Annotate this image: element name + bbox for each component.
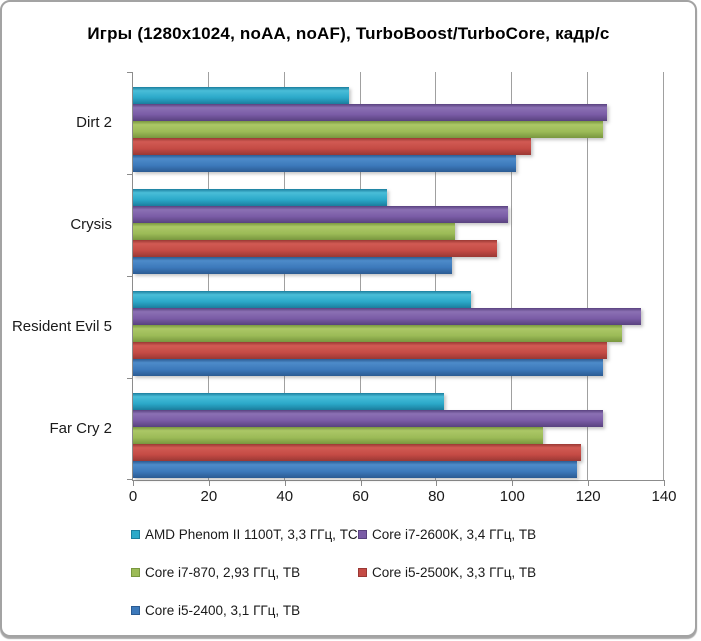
legend-item-1: Core i7-2600K, 3,4 ГГц, TB bbox=[358, 526, 601, 542]
bar-resident-evil-5-series-2 bbox=[133, 325, 623, 342]
bar-crysis-series-0 bbox=[133, 189, 388, 206]
category-label-resident-evil-5: Resident Evil 5 bbox=[11, 318, 112, 335]
chart-title: Игры (1280x1024, noAA, noAF), TurboBoost… bbox=[87, 24, 610, 43]
x-axis-tick-100 bbox=[512, 480, 514, 486]
x-tick-label-60: 60 bbox=[352, 488, 369, 505]
legend-label-4: Core i5-2400, 3,1 ГГц, TB bbox=[145, 602, 301, 618]
legend-label-1: Core i7-2600K, 3,4 ГГц, TB bbox=[372, 526, 537, 542]
x-tick-label-0: 0 bbox=[128, 488, 138, 505]
x-tick-label-100: 100 bbox=[499, 488, 525, 505]
bar-far-cry-2-series-4 bbox=[133, 461, 577, 478]
x-tick-label-140: 140 bbox=[651, 488, 677, 505]
category-label-far-cry-2: Far Cry 2 bbox=[49, 420, 112, 437]
x-axis-tick-80 bbox=[436, 480, 438, 486]
legend-swatch-4 bbox=[131, 605, 140, 615]
legend-swatch-1 bbox=[358, 529, 367, 539]
bar-resident-evil-5-series-3 bbox=[133, 342, 608, 359]
y-axis-tick-4 bbox=[127, 479, 133, 480]
plot-area: 0 20 40 60 80 100 120 140 bbox=[127, 72, 677, 505]
gridline-x-120 bbox=[587, 72, 589, 480]
x-tick-label-120: 120 bbox=[575, 488, 601, 505]
x-axis-tick-120 bbox=[588, 480, 590, 486]
bar-dirt-2-series-4 bbox=[133, 155, 517, 172]
x-axis-tick-20 bbox=[208, 480, 210, 486]
gridline-x-100 bbox=[511, 72, 513, 480]
bar-crysis-series-2 bbox=[133, 223, 456, 240]
legend-item-2: Core i7-870, 2,93 ГГц, TB bbox=[131, 564, 358, 580]
y-axis-tick-2 bbox=[127, 276, 133, 277]
bar-resident-evil-5-series-4 bbox=[133, 359, 604, 376]
legend-label-3: Core i5-2500K, 3,3 ГГц, TB bbox=[372, 564, 537, 580]
y-axis-tick-1 bbox=[127, 174, 133, 175]
bar-crysis-series-4 bbox=[133, 257, 452, 274]
gridline-x-40 bbox=[283, 72, 285, 480]
bar-dirt-2-series-1 bbox=[133, 104, 608, 121]
x-axis-tick-140 bbox=[664, 480, 665, 486]
bar-crysis-series-3 bbox=[133, 240, 498, 257]
bar-dirt-2-series-3 bbox=[133, 138, 532, 155]
bar-crysis-series-1 bbox=[133, 206, 509, 223]
bar-far-cry-2-series-1 bbox=[133, 410, 604, 427]
bar-dirt-2-series-2 bbox=[133, 121, 604, 138]
x-tick-label-20: 20 bbox=[200, 488, 218, 505]
x-axis-tick-60 bbox=[360, 480, 362, 486]
y-axis-tick-0 bbox=[127, 72, 133, 73]
legend-item-0: AMD Phenom II 1100T, 3,3 ГГц, TC bbox=[131, 526, 358, 542]
legend: AMD Phenom II 1100T, 3,3 ГГц, TC Core i7-… bbox=[131, 526, 601, 618]
x-axis-tick-0 bbox=[133, 480, 134, 486]
gridline-x-140 bbox=[663, 72, 664, 480]
legend-swatch-0 bbox=[131, 529, 140, 539]
gridline-x-60 bbox=[359, 72, 361, 480]
bar-far-cry-2-series-3 bbox=[133, 444, 581, 461]
category-label-crysis: Crysis bbox=[70, 216, 112, 233]
gridline-x-80 bbox=[435, 72, 437, 480]
legend-swatch-2 bbox=[131, 567, 140, 577]
x-axis-tick-40 bbox=[284, 480, 286, 486]
bar-dirt-2-series-0 bbox=[133, 87, 350, 104]
bar-resident-evil-5-series-0 bbox=[133, 291, 471, 308]
gridline-x-20 bbox=[207, 72, 209, 480]
legend-swatch-3 bbox=[358, 567, 367, 577]
y-axis-tick-3 bbox=[127, 378, 133, 379]
bar-resident-evil-5-series-1 bbox=[133, 308, 642, 325]
legend-label-2: Core i7-870, 2,93 ГГц, TB bbox=[145, 564, 301, 580]
bar-far-cry-2-series-2 bbox=[133, 427, 543, 444]
legend-label-0: AMD Phenom II 1100T, 3,3 ГГц, TC bbox=[145, 526, 358, 542]
bar-far-cry-2-series-0 bbox=[133, 393, 444, 410]
category-label-dirt-2: Dirt 2 bbox=[76, 114, 112, 131]
x-tick-label-80: 80 bbox=[428, 488, 445, 505]
legend-item-4: Core i5-2400, 3,1 ГГц, TB bbox=[131, 602, 358, 618]
x-tick-label-40: 40 bbox=[276, 488, 294, 505]
legend-item-3: Core i5-2500K, 3,3 ГГц, TB bbox=[358, 564, 601, 580]
